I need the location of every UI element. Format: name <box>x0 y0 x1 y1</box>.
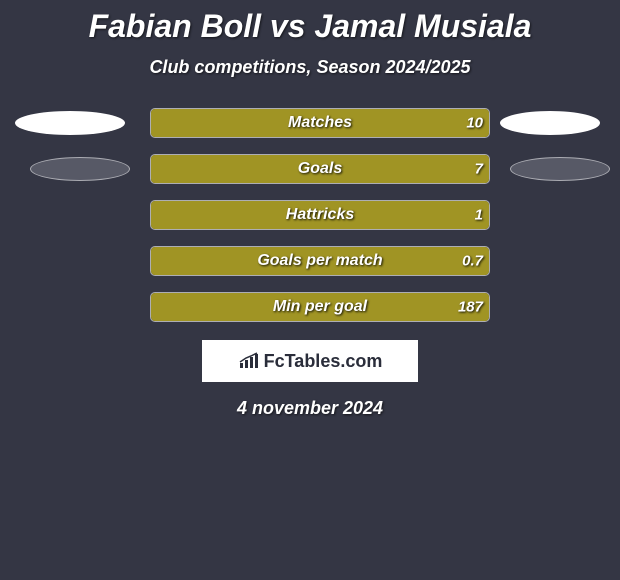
stat-row: Matches 10 <box>10 108 610 138</box>
stat-label: Min per goal <box>273 298 367 316</box>
page-title: Fabian Boll vs Jamal Musiala <box>0 0 620 45</box>
stat-ellipse-left <box>15 111 125 135</box>
stat-label: Goals per match <box>257 252 382 270</box>
logo-text: FcTables.com <box>264 351 383 372</box>
stat-ellipse-right <box>500 111 600 135</box>
stat-row: Hattricks 1 <box>10 200 610 230</box>
logo: FcTables.com <box>238 351 383 372</box>
stat-value-right: 7 <box>475 161 483 178</box>
stat-bar: Goals per match 0.7 <box>150 246 490 276</box>
stat-value-right: 187 <box>458 299 483 316</box>
stat-value-right: 1 <box>475 207 483 224</box>
stat-ellipse-left <box>30 157 130 181</box>
logo-box: FcTables.com <box>202 340 418 382</box>
stat-bar: Hattricks 1 <box>150 200 490 230</box>
page-subtitle: Club competitions, Season 2024/2025 <box>0 57 620 78</box>
stat-row: Min per goal 187 <box>10 292 610 322</box>
stat-value-right: 0.7 <box>462 253 483 270</box>
stat-label: Goals <box>298 160 342 178</box>
stat-ellipse-right <box>510 157 610 181</box>
chart-icon <box>238 352 260 370</box>
stat-bar: Goals 7 <box>150 154 490 184</box>
stat-bar: Matches 10 <box>150 108 490 138</box>
stat-label: Hattricks <box>286 206 354 224</box>
stat-label: Matches <box>288 114 352 132</box>
stat-bar: Min per goal 187 <box>150 292 490 322</box>
stat-value-right: 10 <box>466 115 483 132</box>
stats-area: Matches 10 Goals 7 Hattricks 1 Goals per match… <box>0 108 620 322</box>
stat-row: Goals 7 <box>10 154 610 184</box>
stat-row: Goals per match 0.7 <box>10 246 610 276</box>
date-text: 4 november 2024 <box>0 398 620 419</box>
